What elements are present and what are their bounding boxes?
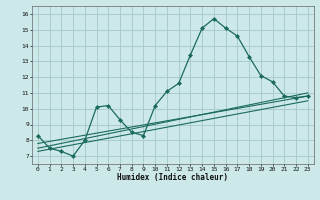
X-axis label: Humidex (Indice chaleur): Humidex (Indice chaleur): [117, 173, 228, 182]
